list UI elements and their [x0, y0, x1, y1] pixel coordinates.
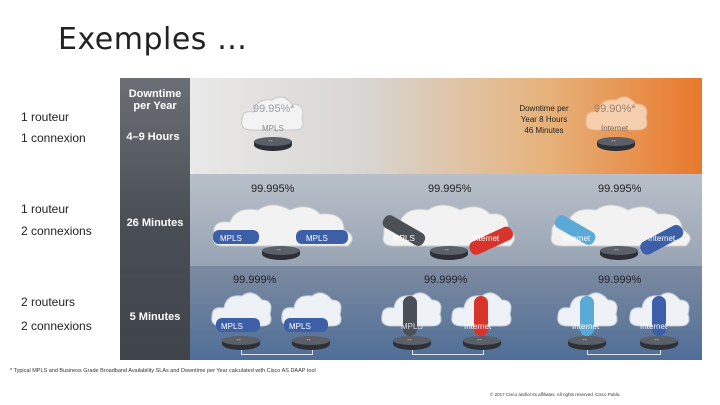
row3-label-connections: 2 connexions	[21, 319, 92, 333]
band3-b-tube-2	[474, 296, 488, 336]
router-icon: ↔	[222, 336, 260, 352]
router-icon: ↔	[430, 246, 468, 262]
band1-internet-pct: 99.90%*	[594, 103, 636, 115]
cloud-icon	[241, 96, 304, 131]
left-label-column: 1 routeur 1 connexion 1 routeur 2 connex…	[0, 78, 120, 360]
router-link	[241, 350, 313, 355]
router-icon: ↔	[292, 336, 330, 352]
band1-mpls-pct: 99.95%*	[253, 103, 295, 115]
band2-a-label-1: MPLS	[220, 234, 242, 243]
row1-label-routers: 1 routeur	[21, 110, 70, 124]
router-icon: ↔	[600, 246, 638, 262]
band2-c-label-1: Internet	[563, 234, 591, 243]
band1-internet-label: Internet	[601, 124, 629, 133]
band3-c-tube-2	[652, 296, 666, 336]
router-icon: ↔	[568, 336, 606, 352]
row2-downtime: 26 Minutes	[126, 217, 184, 229]
row3-downtime: 5 Minutes	[129, 311, 181, 323]
band2-b-label-2: Internet	[472, 234, 500, 243]
band3-c-tube-1	[580, 296, 594, 336]
band2-c-pct: 99.995%	[598, 183, 642, 195]
band2-b-label-1: MPLS	[393, 234, 415, 243]
cloud-icon	[211, 292, 272, 327]
cloud-icon	[281, 292, 342, 327]
router-link	[412, 350, 484, 355]
band3-a-label-2: MPLS	[289, 322, 311, 331]
band3-a-tube-2	[284, 318, 328, 332]
band2-a-label-2: MPLS	[306, 234, 328, 243]
downtime-column: Downtime per Year 4–9 Hours 26 Minutes 5…	[120, 78, 190, 360]
band3-b-tube-1	[403, 296, 417, 336]
copyright: © 2017 Cisco and/or its affiliates. All …	[490, 392, 621, 397]
band3-b-pct: 99.999%	[424, 274, 468, 286]
band3-b-label-2: Internet	[464, 322, 492, 331]
router-icon: ↔	[597, 137, 635, 153]
cloud-icon	[212, 204, 353, 247]
router-icon: ↔	[262, 246, 300, 262]
router-icon: ↔	[463, 336, 501, 352]
band3-a-tube-1	[216, 318, 260, 332]
band3-c-label-2: Internet	[640, 322, 668, 331]
band3-a-pct: 99.999%	[233, 274, 277, 286]
row1-downtime: 4–9 Hours	[126, 131, 180, 143]
router-link	[587, 350, 661, 355]
row2-label-routers: 1 routeur	[21, 202, 70, 216]
band3-b-label-1: MPLS	[401, 322, 423, 331]
row1-label-connections: 1 connexion	[21, 131, 86, 145]
router-icon: ↔	[254, 137, 292, 153]
band2-c-label-2: Internet	[648, 234, 676, 243]
band2-a-pct: 99.995%	[251, 183, 295, 195]
band2-b-pct: 99.995%	[428, 183, 472, 195]
downtime-header: Downtime per Year	[128, 88, 182, 112]
band3-c-pct: 99.999%	[598, 274, 642, 286]
router-icon: ↔	[640, 336, 678, 352]
router-icon: ↔	[393, 336, 431, 352]
band3-a-label-1: MPLS	[221, 322, 243, 331]
band2-a-tube-2	[296, 230, 348, 244]
band2-a-tube-1	[213, 230, 259, 244]
band3-c-label-1: Internet	[572, 322, 600, 331]
cloud-icon	[585, 96, 648, 131]
footnote: * Typical MPLS and Business Grade Broadb…	[10, 368, 316, 374]
row2-label-connections: 2 connexions	[21, 224, 92, 238]
page-title: Exemples …	[58, 22, 248, 57]
band1-mpls-label: MPLS	[262, 124, 284, 133]
row3-label-routers: 2 routeurs	[21, 295, 76, 309]
band1-mid-text: Downtime per Year 8 Hours 46 Minutes	[519, 104, 569, 135]
